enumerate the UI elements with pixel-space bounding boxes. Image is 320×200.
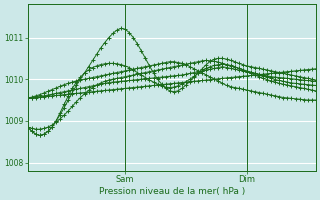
X-axis label: Pression niveau de la mer( hPa ): Pression niveau de la mer( hPa )	[99, 187, 245, 196]
